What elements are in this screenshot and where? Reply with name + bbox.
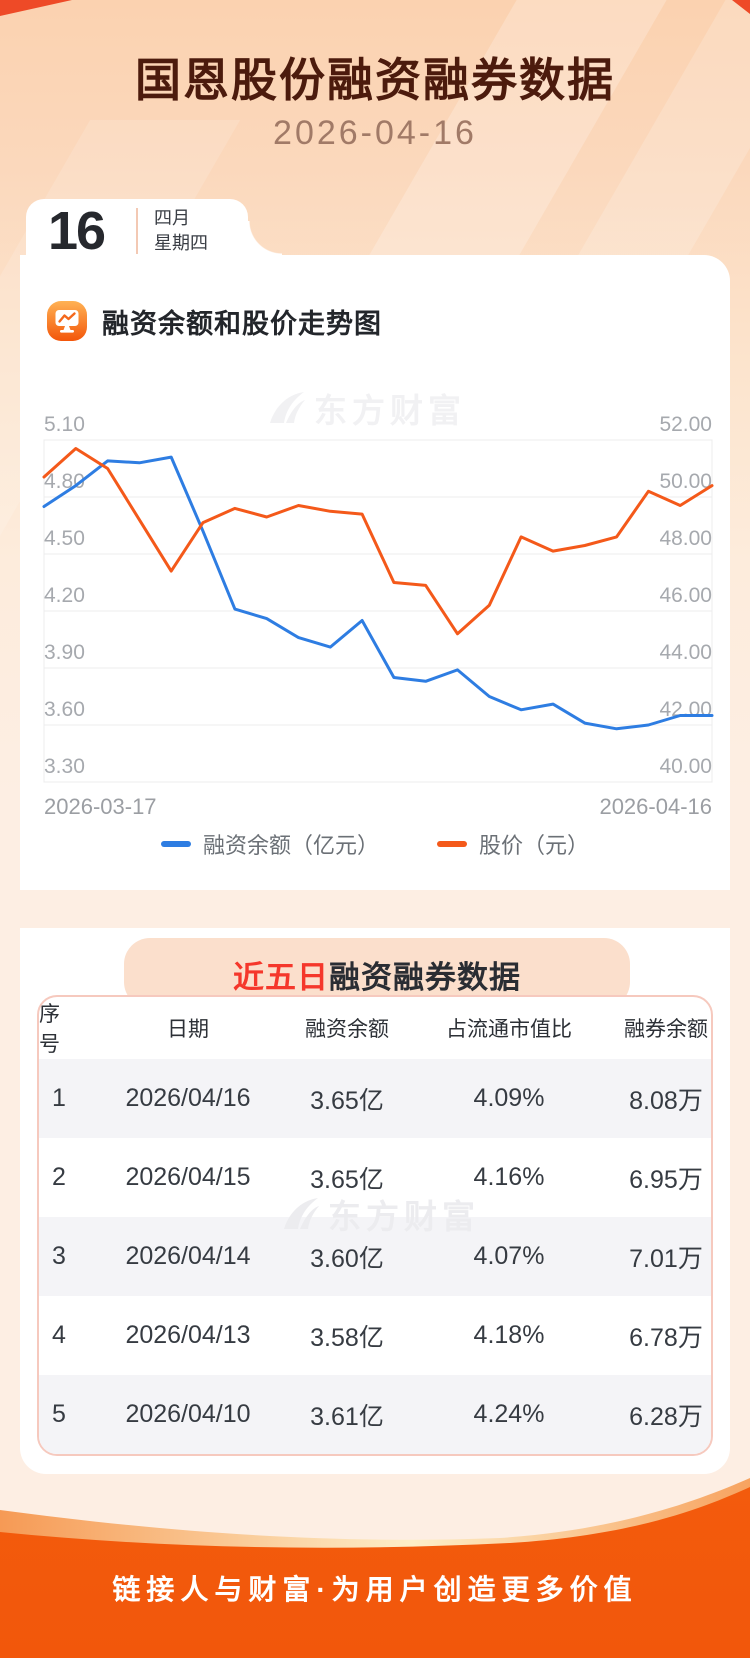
table-cell: 2026/04/15 [125, 1163, 251, 1191]
table-cell: 4.18% [473, 1321, 545, 1349]
calendar-divider [136, 208, 138, 254]
series-line [42, 455, 714, 731]
chart-card [20, 255, 730, 890]
chart-section-title: 融资余额和股价走势图 [102, 308, 382, 339]
series-line [42, 447, 714, 636]
table-cell: 3.65亿 [310, 1086, 384, 1115]
table-cell: 4 [52, 1321, 66, 1349]
left-axis-tick: 4.20 [44, 584, 85, 607]
page-title: 国恩股份融资融券数据 [135, 54, 615, 106]
calendar-day: 16 [48, 201, 106, 261]
table-row: 2 2026/04/15 3.65亿 4.16% 6.95万 [39, 1138, 711, 1217]
table-cell: 6.95万 [629, 1165, 703, 1194]
table-cell: 2026/04/16 [125, 1084, 251, 1112]
table-cell: 2026/04/10 [125, 1400, 251, 1428]
footer-wave [0, 1478, 750, 1658]
table-header-row: 序号 日期 融资余额 占流通市值比 融券余额 [39, 997, 711, 1059]
table-cell: 2026/04/14 [125, 1242, 251, 1270]
table-cell: 6.78万 [629, 1323, 703, 1352]
chart-section-header: 融资余额和股价走势图 [46, 300, 382, 342]
legend-label: 股价（元） [479, 833, 590, 858]
trend-board-icon [47, 301, 87, 341]
right-axis-tick: 42.00 [659, 698, 712, 721]
table-header-cell: 融资余额 [305, 1018, 389, 1041]
table-cell: 4.07% [473, 1242, 545, 1270]
table-header-cell: 日期 [167, 1018, 209, 1041]
table-row: 1 2026/04/16 3.65亿 4.09% 8.08万 [39, 1059, 711, 1138]
corner-ribbon-top-left [0, 0, 72, 16]
footer-slogan: 链接人与财富·为用户创造更多价值 [112, 1574, 638, 1605]
left-axis-tick: 5.10 [44, 413, 85, 436]
right-axis-tick: 50.00 [659, 470, 712, 493]
table-cell: 3.65亿 [310, 1165, 384, 1194]
table-cell: 3.58亿 [310, 1323, 384, 1352]
table-cell: 3.60亿 [310, 1244, 384, 1273]
table-header-cell: 序号 [39, 1003, 60, 1056]
table-header-cell: 占流通市值比 [446, 1018, 572, 1041]
left-axis-tick: 3.30 [44, 755, 85, 778]
legend-dash-icon [160, 841, 191, 847]
table-cell: 2026/04/13 [125, 1321, 251, 1349]
chart-legend: 融资余额（亿元） 股价（元） [20, 828, 730, 860]
trend-chart: 5.10 52.004.80 50.004.50 48.004.20 46.003.90… [42, 413, 714, 819]
table-title: 近五日融资融券数据 [233, 952, 521, 1008]
right-axis-tick: 52.00 [659, 413, 712, 436]
table-cell: 5 [52, 1400, 66, 1428]
table-cell: 2 [52, 1163, 66, 1191]
calendar-chip: 16 四月 星期四 [26, 199, 248, 263]
calendar-chip-curve [248, 221, 282, 255]
x-axis-end-label: 2026-04-16 [599, 794, 712, 819]
calendar-weekday: 星期四 [154, 233, 208, 253]
table-header-cell: 融券余额 [624, 1018, 708, 1041]
left-axis-tick: 3.60 [44, 698, 85, 721]
right-axis-tick: 48.00 [659, 527, 712, 550]
table-cell: 7.01万 [629, 1244, 703, 1273]
five-day-table: 序号 日期 融资余额 占流通市值比 融券余额 1 2026/04/16 3.65亿 4.09% 8… [37, 995, 713, 1456]
table-cell: 1 [52, 1084, 66, 1112]
table-row: 3 2026/04/14 3.60亿 4.07% 7.01万 [39, 1217, 711, 1296]
table-cell: 6.28万 [629, 1402, 703, 1431]
page-date: 2026-04-16 [273, 114, 477, 152]
right-axis-tick: 40.00 [659, 755, 712, 778]
table-cell: 3 [52, 1242, 66, 1270]
table-row: 4 2026/04/13 3.58亿 4.18% 6.78万 [39, 1296, 711, 1375]
table-cell: 4.24% [473, 1400, 545, 1428]
legend-label: 融资余额（亿元） [202, 833, 379, 858]
left-axis-tick: 4.50 [44, 527, 85, 550]
corner-ribbon-top-right [732, 0, 750, 14]
table-row: 5 2026/04/10 3.61亿 4.24% 6.28万 [39, 1375, 711, 1454]
x-axis-start-label: 2026-03-17 [44, 794, 157, 819]
right-axis-tick: 44.00 [659, 641, 712, 664]
legend-item: 融资余额（亿元） [160, 828, 379, 860]
legend-dash-icon [437, 841, 467, 847]
table-title-rest: 融资融券数据 [329, 960, 521, 995]
left-axis-tick: 3.90 [44, 641, 85, 664]
table-cell: 3.61亿 [310, 1402, 384, 1431]
calendar-month: 四月 [154, 208, 190, 228]
table-cell: 4.16% [473, 1163, 545, 1191]
table-cell: 4.09% [473, 1084, 545, 1112]
table-cell: 8.08万 [629, 1086, 703, 1115]
right-axis-tick: 46.00 [659, 584, 712, 607]
legend-item: 股价（元） [437, 828, 589, 860]
table-title-highlight: 近五日 [233, 960, 329, 995]
